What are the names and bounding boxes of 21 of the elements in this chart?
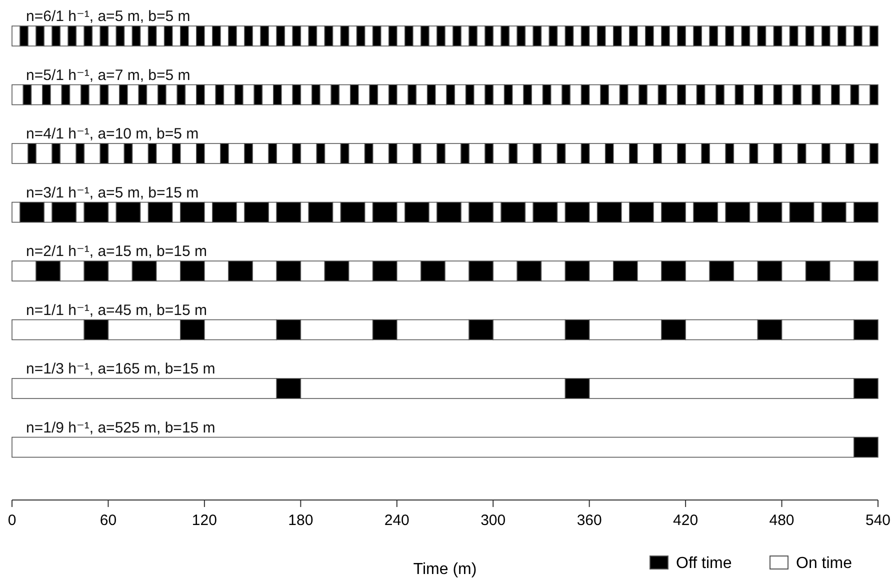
- y-tick-label: n=5/1 h⁻¹, a=7 m, b=5 m: [26, 66, 190, 84]
- legend-label: Off time: [676, 555, 732, 572]
- x-tick-label: 480: [769, 512, 794, 529]
- x-tick-label: 60: [100, 512, 117, 529]
- x-tick-label: 360: [576, 512, 602, 529]
- y-tick-label: n=3/1 h⁻¹, a=5 m, b=15 m: [26, 184, 199, 202]
- x-tick-label: 0: [8, 512, 16, 529]
- x-tick-label: 420: [673, 512, 698, 529]
- x-tick-label: 540: [865, 512, 891, 529]
- x-axis-title: Time (m): [413, 561, 477, 578]
- x-tick-label: 300: [480, 512, 506, 529]
- y-tick-label: n=1/9 h⁻¹, a=525 m, b=15 m: [26, 419, 216, 436]
- x-tick-label: 120: [192, 512, 217, 529]
- y-tick-label: n=1/3 h⁻¹, a=165 m, b=15 m: [26, 360, 216, 378]
- y-tick-label: n=2/1 h⁻¹, a=15 m, b=15 m: [26, 243, 207, 260]
- y-tick-label: n=6/1 h⁻¹, a=5 m, b=5 m: [26, 8, 190, 25]
- x-tick-label: 180: [288, 512, 314, 529]
- x-tick-label: 240: [384, 512, 410, 529]
- legend-label: On time: [796, 555, 852, 572]
- y-tick-label: n=4/1 h⁻¹, a=10 m, b=5 m: [26, 126, 199, 142]
- y-tick-label: n=1/1 h⁻¹, a=45 m, b=15 m: [26, 302, 207, 319]
